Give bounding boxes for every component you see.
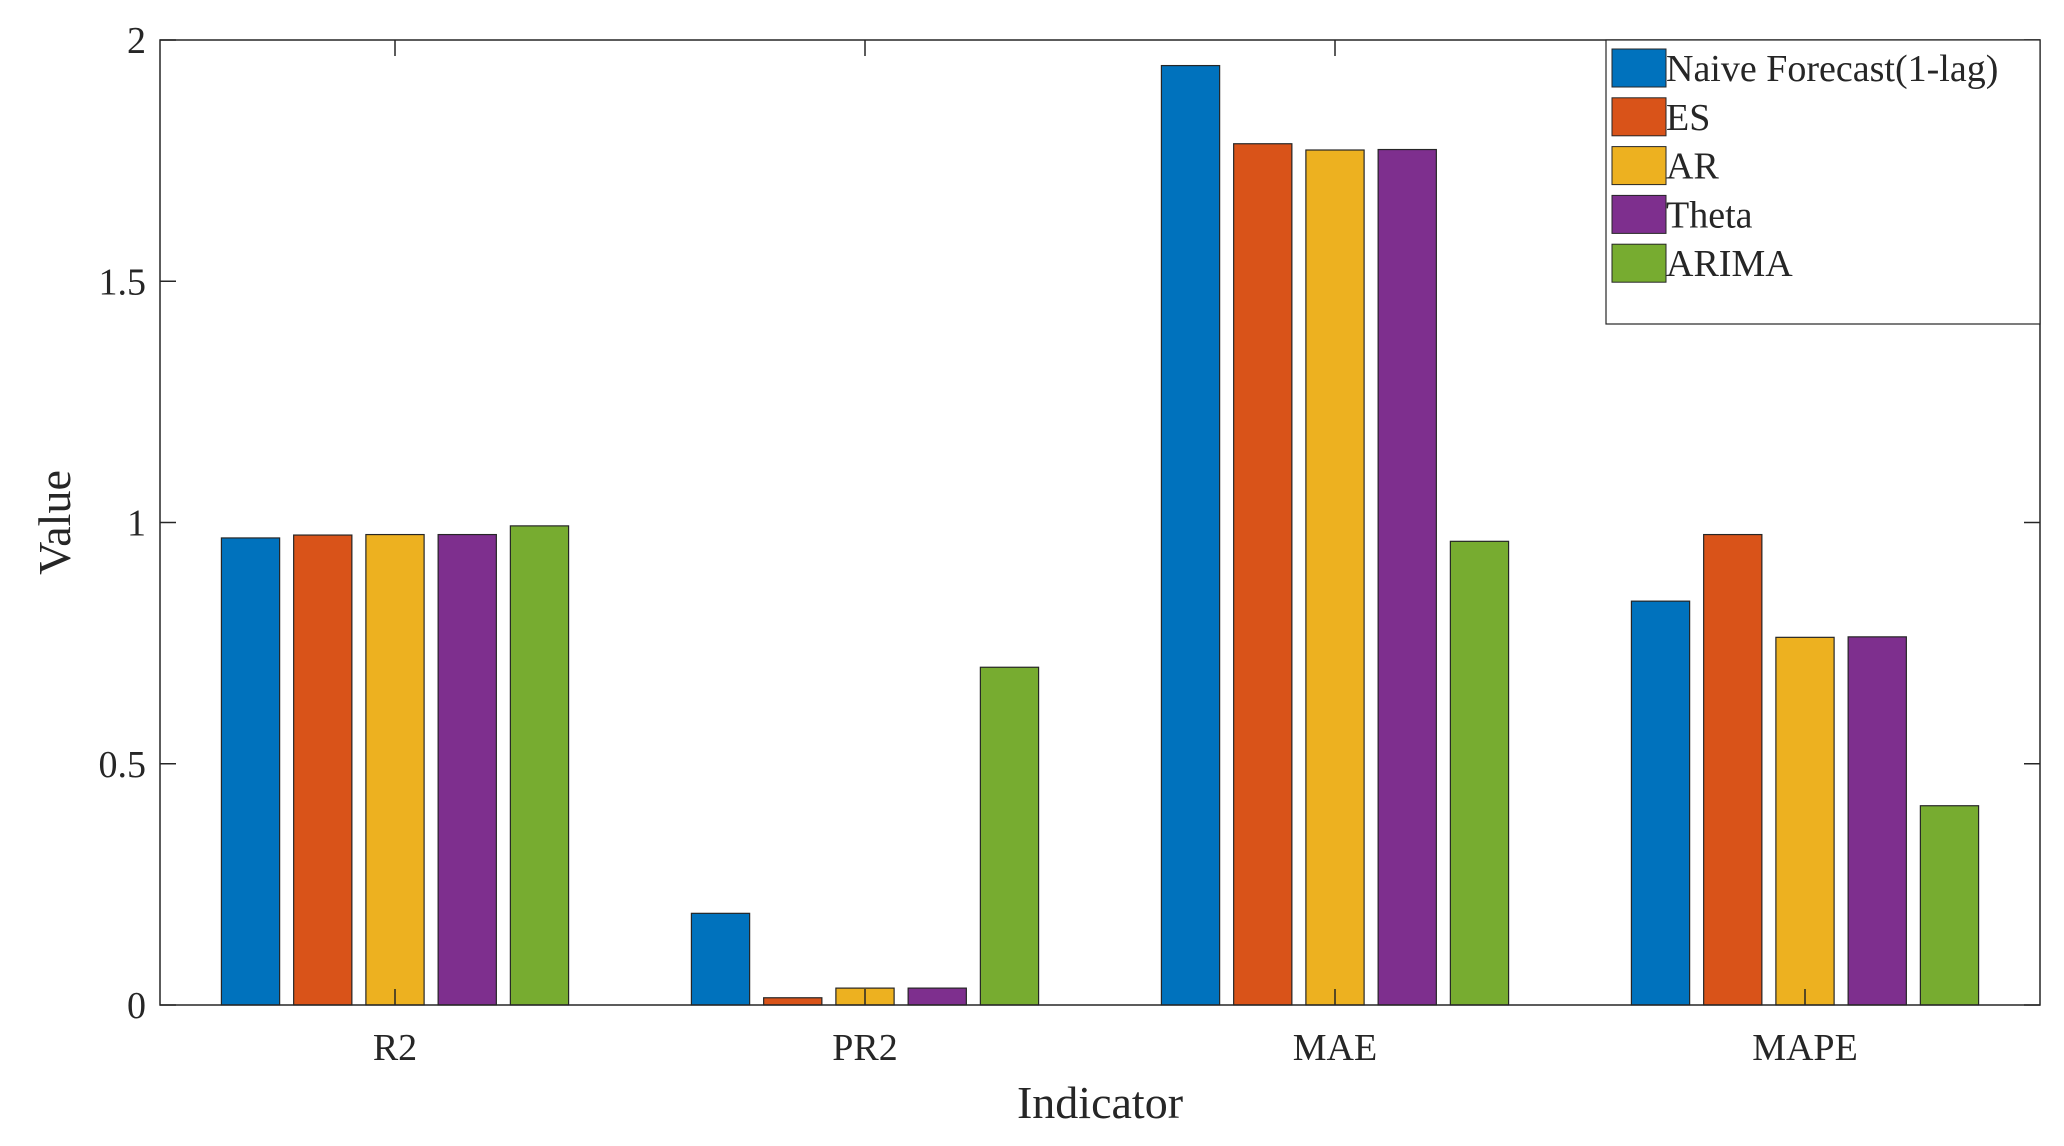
y-tick-label: 2 xyxy=(127,20,146,62)
x-tick-label: MAPE xyxy=(1752,1027,1858,1069)
x-tick-label: PR2 xyxy=(832,1027,897,1069)
y-tick-label: 1.5 xyxy=(99,261,147,303)
legend-swatch xyxy=(1611,97,1667,137)
bar-mae-4 xyxy=(1377,148,1437,1006)
bar-mape-5 xyxy=(1919,805,1980,1006)
legend-box xyxy=(1605,39,2041,325)
bar-mae-1 xyxy=(1160,64,1221,1006)
bar-mape-3 xyxy=(1775,636,1835,1006)
bar-r2-5 xyxy=(509,525,570,1006)
legend-swatch xyxy=(1611,48,1667,88)
legend: Naive Forecast(1-lag) ES AR Theta ARIMA xyxy=(1605,39,2041,325)
legend-swatch xyxy=(1611,146,1667,186)
bar-r2-2 xyxy=(293,534,353,1006)
bar-r2-1 xyxy=(220,537,281,1006)
legend-label: ARIMA xyxy=(1666,243,1793,285)
y-tick-label: 0 xyxy=(127,985,146,1027)
x-axis: R2 PR2 MAE MAPE xyxy=(373,40,1858,1069)
bar-mae-3 xyxy=(1305,149,1365,1006)
bar-mae-5 xyxy=(1449,540,1510,1006)
bar-pr2-5 xyxy=(979,666,1040,1006)
x-axis-title: Indicator xyxy=(1017,1077,1183,1128)
legend-label: Naive Forecast(1-lag) xyxy=(1666,48,1998,90)
y-axis-title: Value xyxy=(29,470,80,575)
bar-r2-4 xyxy=(437,533,497,1006)
bar-pr2-2 xyxy=(763,997,823,1006)
x-tick-label: R2 xyxy=(373,1027,417,1069)
bar-mae-2 xyxy=(1233,143,1293,1006)
bar-pr2-4 xyxy=(907,987,967,1006)
y-axis: 0 0.5 1 1.5 2 xyxy=(99,20,2040,1027)
legend-swatch xyxy=(1611,243,1667,283)
y-tick-label: 0.5 xyxy=(99,744,147,786)
bar-mape-1 xyxy=(1630,600,1691,1006)
bar-mape-4 xyxy=(1847,636,1907,1006)
legend-label: ES xyxy=(1666,97,1710,139)
bar-pr2-1 xyxy=(690,912,751,1006)
legend-label: Theta xyxy=(1666,194,1753,236)
x-tick-label: MAE xyxy=(1293,1027,1377,1069)
y-tick-label: 1 xyxy=(127,503,146,545)
legend-label: AR xyxy=(1666,146,1719,188)
bar-mape-2 xyxy=(1703,533,1763,1006)
bar-r2-3 xyxy=(365,533,425,1006)
bars-group xyxy=(220,64,1980,1006)
legend-swatch xyxy=(1611,194,1667,234)
